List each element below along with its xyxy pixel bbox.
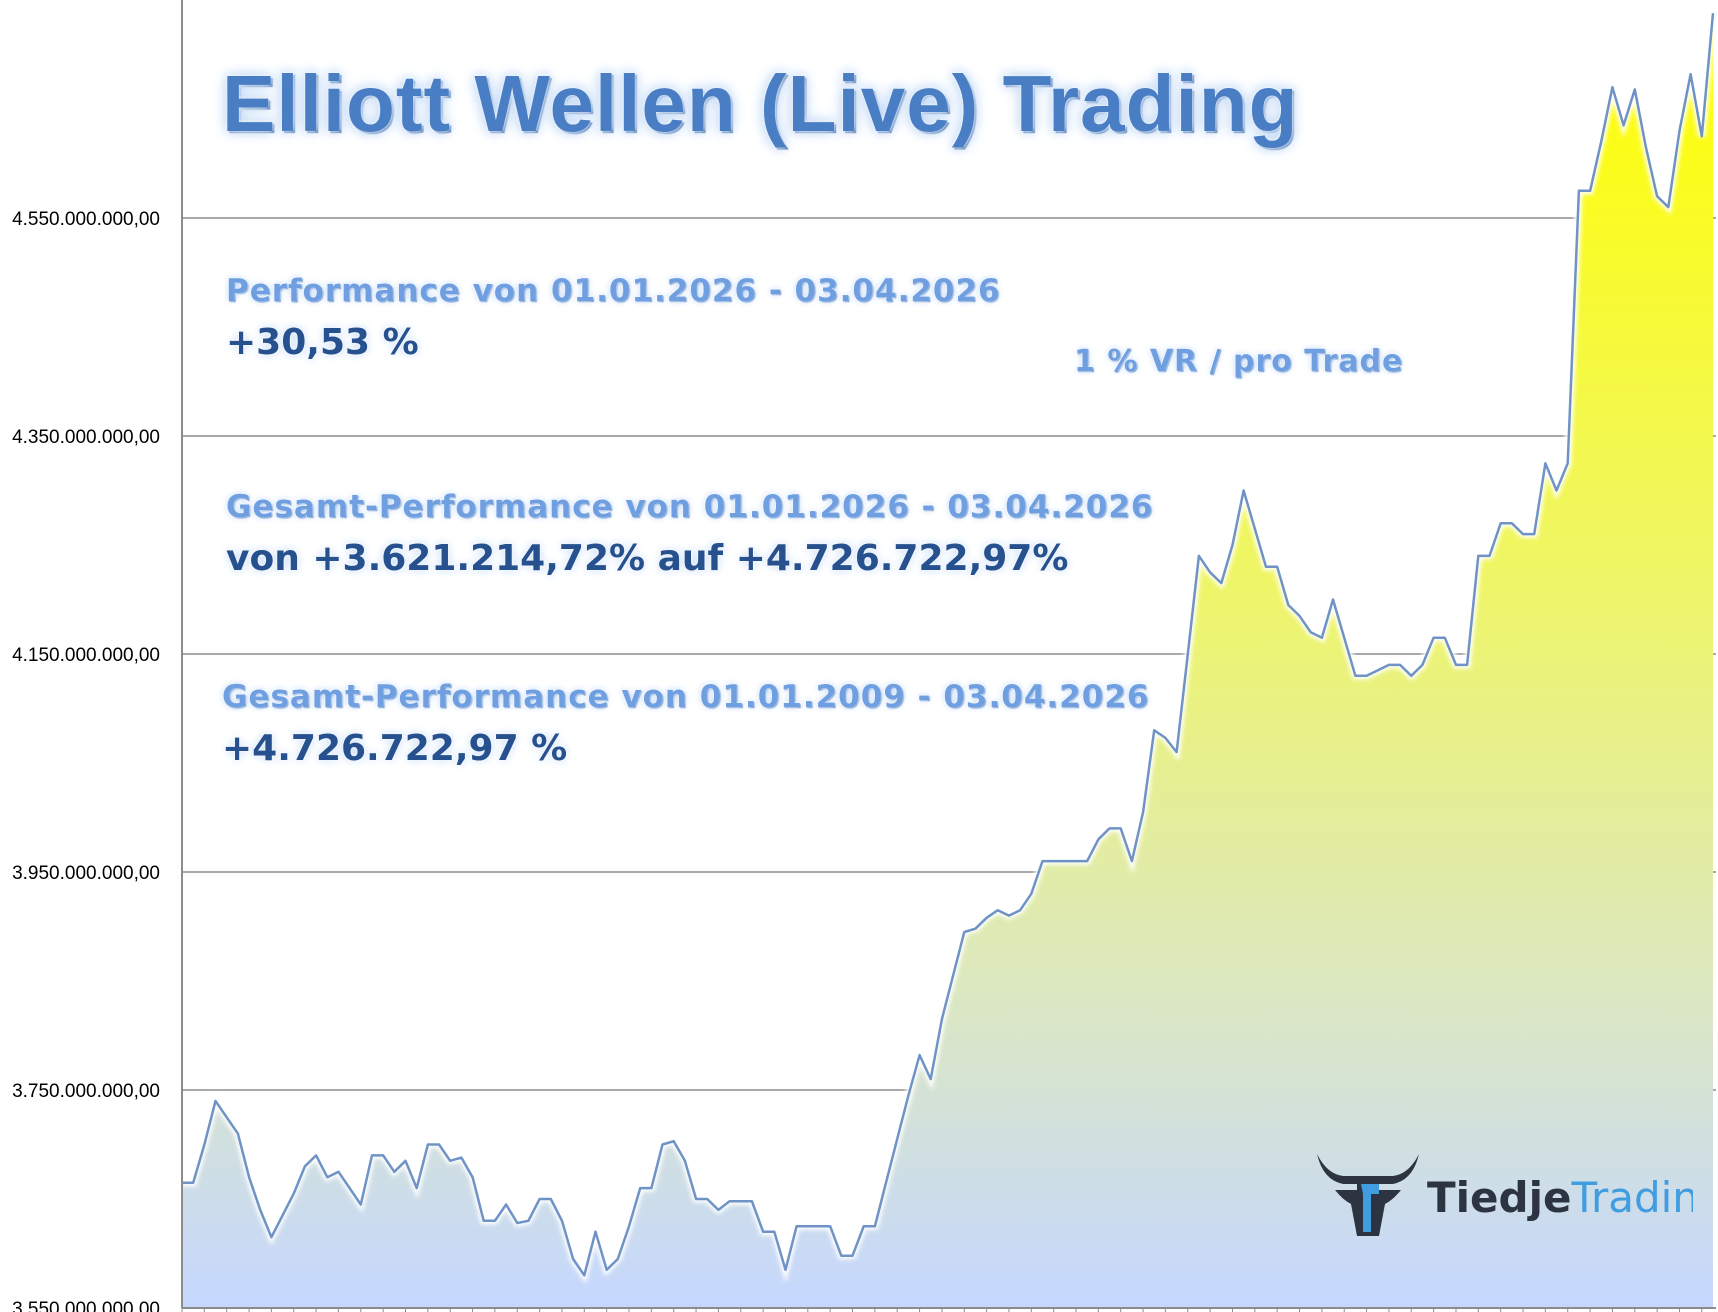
series-line [182, 12, 1715, 1277]
y-tick-label: 4.150.000.000,00 [12, 645, 160, 666]
chart-title: Elliott Wellen (Live) Trading [222, 59, 1299, 148]
perf-period-label: Performance von 01.01.2026 - 03.04.2026 [226, 273, 1001, 309]
total-2026-value: von +3.621.214,72% auf +4.726.722,97% [226, 538, 1069, 579]
total-2009-label: Gesamt-Performance von 01.01.2009 - 03.0… [222, 679, 1150, 715]
logo-text-tiedje: Tiedje [1427, 1173, 1571, 1222]
axes [181, 0, 1716, 1312]
svg-text:TiedjeTrading: TiedjeTrading [1427, 1173, 1693, 1222]
area-fill [182, 13, 1713, 1309]
tiedje-trading-logo: TiedjeTrading [1313, 1150, 1718, 1242]
y-tick-label: 3.550.000.000,00 [12, 1299, 160, 1312]
y-axis-labels: 3.550.000.000,00 3.750.000.000,00 3.950.00… [12, 209, 160, 1312]
perf-period-value: +30,53 % [226, 322, 419, 363]
y-tick-label: 3.950.000.000,00 [12, 863, 160, 884]
y-tick-label: 4.350.000.000,00 [12, 427, 160, 448]
total-2026-label: Gesamt-Performance von 01.01.2026 - 03.0… [226, 489, 1154, 525]
logo-text-trading: Trading [1570, 1173, 1693, 1222]
y-tick-label: 4.550.000.000,00 [12, 209, 160, 230]
total-2009-value: +4.726.722,97 % [222, 728, 568, 769]
bull-head-icon [1317, 1154, 1419, 1236]
area-series [182, 12, 1717, 1309]
risk-label: 1 % VR / pro Trade [1074, 344, 1404, 379]
y-tick-label: 3.750.000.000,00 [12, 1081, 160, 1102]
